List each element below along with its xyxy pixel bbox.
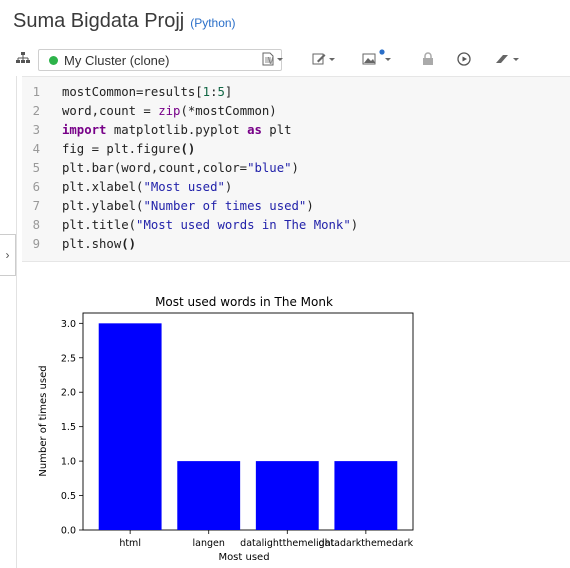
notebook-header: Suma Bigdata Projj (Python) bbox=[13, 10, 236, 40]
x-tick-label: datadarkthemedark bbox=[319, 538, 414, 549]
y-axis-label: Number of times used bbox=[38, 365, 49, 476]
cell-side-rail: › bbox=[0, 76, 17, 568]
code-text: mostCommon=results[1:5] bbox=[62, 83, 232, 102]
chart-output: Most used words in The Monk 0.0 0.5 1.0 1.5… bbox=[30, 292, 430, 566]
line-number: 8 bbox=[22, 216, 40, 235]
code-line: 7 plt.ylabel("Number of times used") bbox=[22, 197, 570, 216]
code-line: 5 plt.bar(word,count,color="blue") bbox=[22, 159, 570, 178]
cluster-status-dot bbox=[49, 56, 58, 65]
chevron-right-icon[interactable]: › bbox=[0, 234, 16, 276]
bar-chart: Most used words in The Monk 0.0 0.5 1.0 1.5… bbox=[30, 292, 430, 566]
code-text: fig = plt.figure() bbox=[62, 140, 195, 159]
code-text: word,count = zip(*mostCommon) bbox=[62, 102, 277, 121]
line-number: 6 bbox=[22, 178, 40, 197]
bar-html bbox=[99, 323, 162, 530]
bar-langen bbox=[177, 461, 240, 530]
edit-icon[interactable] bbox=[312, 52, 336, 66]
x-axis-label: Most used bbox=[218, 552, 269, 563]
y-tick-label: 2.0 bbox=[61, 388, 76, 399]
code-line: 1 mostCommon=results[1:5] bbox=[22, 83, 570, 102]
eraser-icon[interactable] bbox=[494, 52, 522, 66]
code-text: plt.title("Most used words in The Monk") bbox=[62, 216, 358, 235]
y-tick-label: 0.0 bbox=[61, 526, 76, 537]
bar-datalightthemelight bbox=[256, 461, 319, 530]
bar-datadarkthemedark bbox=[334, 461, 397, 530]
y-tick-label: 1.5 bbox=[61, 422, 76, 433]
line-number: 3 bbox=[22, 121, 40, 140]
y-tick-label: 2.5 bbox=[61, 353, 76, 364]
x-tick-label: html bbox=[119, 538, 141, 549]
code-text: plt.ylabel("Number of times used") bbox=[62, 197, 314, 216]
lock-icon[interactable] bbox=[422, 52, 434, 66]
notebook-language: (Python) bbox=[190, 16, 235, 30]
y-tick-label: 0.5 bbox=[61, 491, 76, 502]
code-line: 6 plt.xlabel("Most used") bbox=[22, 178, 570, 197]
chart-title: Most used words in The Monk bbox=[155, 295, 333, 309]
cluster-selector[interactable]: My Cluster (clone) ∨ bbox=[38, 49, 282, 71]
y-tick-label: 1.0 bbox=[61, 457, 76, 468]
line-number: 4 bbox=[22, 140, 40, 159]
code-editor[interactable]: 1 mostCommon=results[1:5] 2 word,count = z… bbox=[22, 83, 570, 255]
file-icon[interactable] bbox=[262, 52, 284, 66]
code-line: 4 fig = plt.figure() bbox=[22, 140, 570, 159]
sitemap-icon[interactable] bbox=[16, 52, 30, 64]
line-number: 1 bbox=[22, 83, 40, 102]
code-line: 9 plt.show() bbox=[22, 235, 570, 254]
code-text: plt.xlabel("Most used") bbox=[62, 178, 232, 197]
code-line: 8 plt.title("Most used words in The Monk"… bbox=[22, 216, 570, 235]
cluster-name: My Cluster (clone) bbox=[64, 53, 169, 68]
line-number: 2 bbox=[22, 102, 40, 121]
code-line: 2 word,count = zip(*mostCommon) bbox=[22, 102, 570, 121]
y-tick-label: 3.0 bbox=[61, 319, 76, 330]
code-line: 3 import matplotlib.pyplot as plt bbox=[22, 121, 570, 140]
code-text: plt.show() bbox=[62, 235, 136, 254]
notebook-toolbar: My Cluster (clone) ∨ bbox=[10, 49, 570, 73]
line-number: 7 bbox=[22, 197, 40, 216]
line-number: 5 bbox=[22, 159, 40, 178]
notebook-title[interactable]: Suma Bigdata Projj bbox=[13, 10, 184, 33]
x-tick-label: langen bbox=[193, 538, 225, 549]
image-icon[interactable] bbox=[362, 49, 392, 67]
line-number: 9 bbox=[22, 235, 40, 254]
play-icon[interactable] bbox=[457, 52, 471, 66]
code-text: plt.bar(word,count,color="blue") bbox=[62, 159, 299, 178]
code-text: import matplotlib.pyplot as plt bbox=[62, 121, 292, 140]
